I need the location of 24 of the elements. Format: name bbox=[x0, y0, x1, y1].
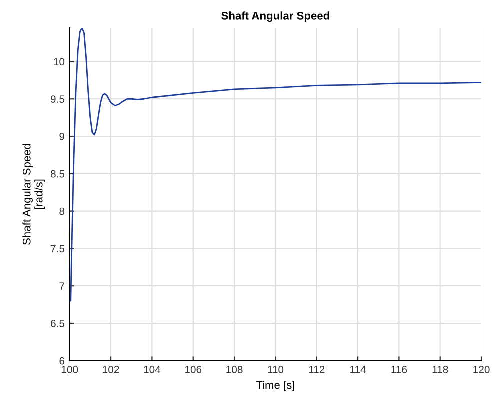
y-tick-label: 8.5 bbox=[50, 170, 65, 178]
y-tick-label: 7.5 bbox=[51, 245, 65, 253]
line-series bbox=[70, 28, 482, 302]
x-tick-label: 108 bbox=[226, 366, 243, 374]
x-tick-label: 110 bbox=[268, 366, 284, 374]
x-tick-label: 100 bbox=[62, 366, 78, 374]
chart-title: Shaft Angular Speed bbox=[222, 12, 330, 22]
y-tick-label: 9.5 bbox=[51, 96, 65, 103]
y-tick-label: 9 bbox=[60, 133, 65, 140]
y-tick-label: 6 bbox=[60, 357, 65, 365]
x-tick-label: 106 bbox=[185, 366, 202, 374]
y-tick-label: 6.5 bbox=[51, 320, 65, 328]
x-tick-label: 118 bbox=[432, 366, 448, 374]
y-tick-label: 10 bbox=[54, 58, 65, 66]
x-tick-label: 114 bbox=[350, 366, 366, 374]
x-tick-label: 104 bbox=[144, 366, 161, 374]
x-tick-label: 112 bbox=[309, 366, 325, 374]
y-tick-label: 8 bbox=[60, 208, 65, 216]
y-axis-title: Shaft Angular Speed [rad/s] bbox=[22, 144, 45, 245]
x-tick-label: 102 bbox=[103, 366, 120, 374]
y-tick-label: 7 bbox=[60, 282, 64, 290]
x-tick-label: 120 bbox=[474, 366, 490, 374]
x-axis-title: Time [s] bbox=[256, 381, 294, 392]
x-tick-label: 116 bbox=[392, 366, 408, 374]
